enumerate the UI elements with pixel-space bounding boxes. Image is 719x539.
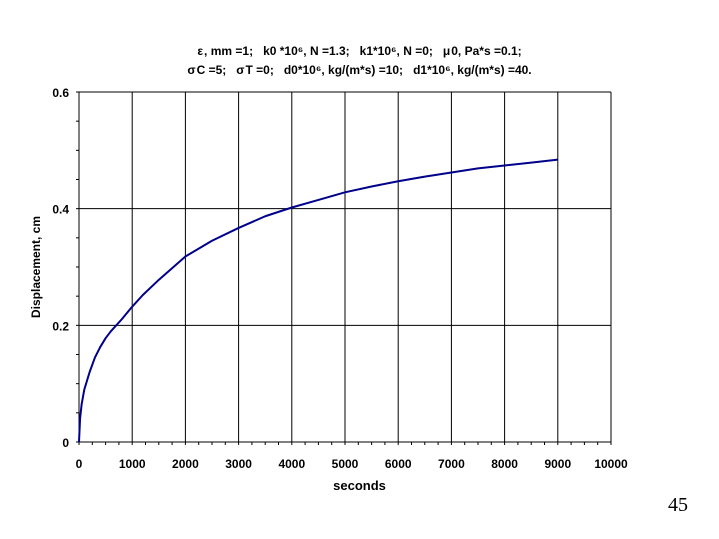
- title-text: , mm =1;: [204, 44, 254, 58]
- x-tick-label: 5000: [332, 457, 359, 471]
- title-text: d1*10⁶, kg/(m*s) =40.: [413, 63, 532, 77]
- title-text: k0 *10⁶, N =1.3;: [263, 44, 350, 58]
- page-number: 45: [668, 494, 688, 516]
- title-segment: d1*10⁶, kg/(m*s) =40.: [413, 63, 532, 77]
- title-segment: σT =0;: [236, 63, 274, 77]
- title-symbol: ε: [197, 44, 204, 58]
- title-text: k1*10⁶, N =0;: [359, 44, 433, 58]
- y-tick-label: 0: [62, 436, 69, 450]
- x-tick-label: 3000: [225, 457, 252, 471]
- chart-title-line-2: σC =5; σT =0; d0*10⁶, kg/(m*s) =10; d1*10⁶,…: [0, 63, 719, 77]
- title-segment: ε, mm =1;: [197, 44, 253, 58]
- title-segment: d0*10⁶, kg/(m*s) =10;: [284, 63, 403, 77]
- x-tick-label: 6000: [385, 457, 412, 471]
- y-axis-label: Displacement, cm: [29, 215, 43, 319]
- x-tick-label: 4000: [278, 457, 305, 471]
- chart-title-line-1: ε, mm =1; k0 *10⁶, N =1.3; k1*10⁶, N =0; μ0…: [0, 44, 719, 58]
- x-tick-label: 0: [76, 457, 83, 471]
- title-segment: k0 *10⁶, N =1.3;: [263, 44, 350, 58]
- title-symbol: μ: [442, 44, 451, 58]
- x-tick-label: 10000: [594, 457, 628, 471]
- title-text: C =5;: [196, 63, 227, 77]
- title-symbol: σ: [236, 63, 245, 77]
- title-segment: σC =5;: [187, 63, 226, 77]
- x-tick-label: 8000: [491, 457, 518, 471]
- title-segment: k1*10⁶, N =0;: [360, 44, 433, 58]
- title-text: T =0;: [245, 63, 274, 77]
- series-line: [78, 158, 558, 443]
- title-segment: μ0, Pa*s =0.1;: [443, 44, 522, 58]
- x-tick-label: 9000: [544, 457, 571, 471]
- y-tick-label: 0.2: [52, 319, 69, 333]
- x-tick-label: 7000: [438, 457, 465, 471]
- y-tick-label: 0.4: [52, 203, 69, 217]
- plot-area: 0 1000 2000 3000 4000 5000 6000 7000 8000 9000 100…: [52, 86, 628, 471]
- x-tick-label: 1000: [119, 457, 146, 471]
- title-text: d0*10⁶, kg/(m*s) =10;: [283, 63, 404, 77]
- x-axis-label: seconds: [333, 478, 386, 493]
- y-tick-label: 0.6: [52, 86, 69, 100]
- title-text: 0, Pa*s =0.1;: [451, 44, 522, 58]
- title-symbol: σ: [187, 63, 196, 77]
- x-tick-label: 2000: [172, 457, 199, 471]
